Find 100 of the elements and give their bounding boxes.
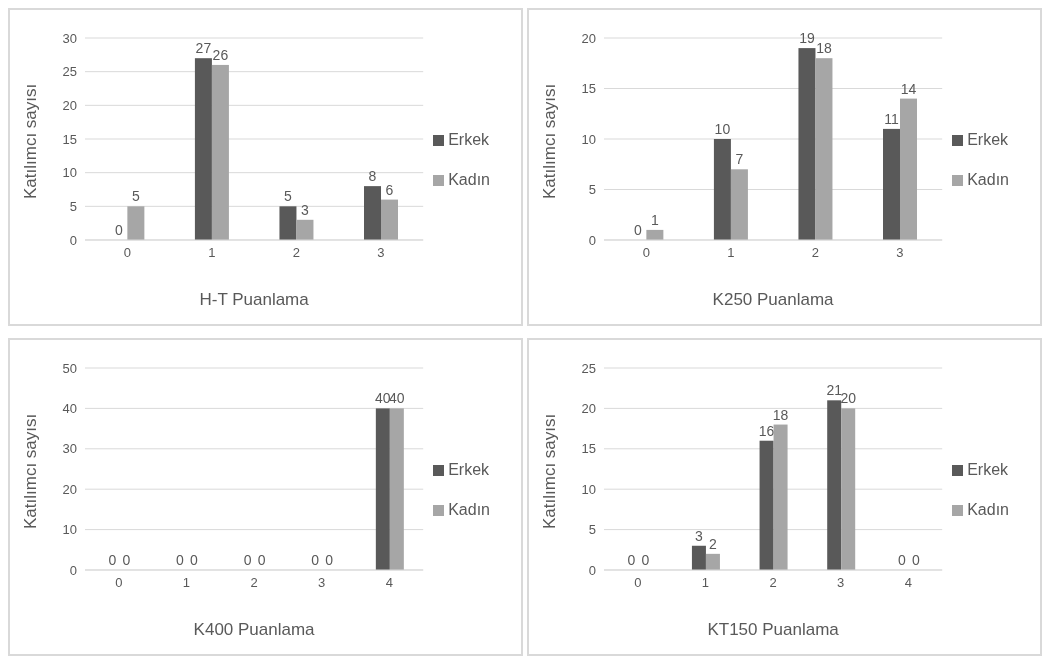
data-label: 16: [758, 422, 775, 439]
x-tick-label: 1: [182, 575, 191, 591]
bar: [773, 424, 788, 570]
legend-label: Kadın: [967, 501, 1009, 518]
data-label: 0: [911, 552, 920, 568]
x-tick-label: 3: [318, 575, 326, 591]
y-tick-label: 20: [62, 481, 77, 497]
bar: [279, 206, 297, 240]
bar: [841, 408, 856, 570]
y-tick-label: 20: [581, 30, 596, 46]
y-tick-label: 50: [62, 360, 77, 376]
bar: [827, 400, 842, 570]
y-tick-label: 25: [62, 64, 77, 80]
x-tick-label: 2: [292, 245, 300, 261]
y-tick-label: 0: [588, 562, 596, 578]
data-label: 0: [176, 552, 185, 568]
data-label: 1: [650, 211, 659, 228]
legend-label: Erkek: [967, 131, 1009, 148]
y-tick-label: 30: [62, 441, 77, 457]
data-label: 0: [114, 222, 123, 238]
data-label: 2: [709, 535, 718, 552]
bar: [211, 64, 229, 240]
y-tick-label: 0: [69, 232, 77, 248]
x-tick-label: 4: [385, 575, 393, 591]
data-label: 5: [284, 188, 293, 205]
x-axis-title: KT150 Puanlama: [707, 620, 840, 639]
x-tick-label: 1: [701, 575, 710, 591]
data-label: 26: [212, 46, 229, 63]
x-tick-label: 0: [115, 575, 123, 591]
x-tick-label: 2: [250, 575, 258, 591]
bar: [759, 440, 774, 570]
data-label: 0: [633, 222, 642, 238]
data-label: 0: [257, 552, 266, 568]
data-label: 40: [389, 390, 405, 407]
legend-label: Kadın: [448, 171, 490, 188]
data-label: 5: [131, 188, 140, 205]
data-label: 0: [325, 552, 334, 568]
data-label: 18: [816, 40, 832, 57]
x-tick-label: 0: [642, 245, 650, 261]
y-tick-label: 5: [69, 198, 77, 214]
y-tick-label: 0: [588, 232, 596, 248]
y-tick-label: 10: [62, 165, 77, 181]
y-tick-label: 0: [69, 562, 77, 578]
y-tick-label: 20: [581, 401, 596, 417]
y-tick-label: 10: [62, 522, 77, 538]
data-label: 8: [368, 168, 377, 185]
data-label: 11: [884, 110, 899, 127]
legend-label: Kadın: [967, 171, 1009, 188]
bar: [730, 169, 748, 240]
data-label: 40: [375, 390, 391, 407]
y-tick-label: 25: [581, 360, 596, 376]
data-label: 14: [900, 80, 917, 97]
data-label: 20: [840, 390, 857, 407]
bar: [705, 553, 720, 570]
y-tick-label: 10: [581, 131, 596, 147]
y-tick-label: 5: [588, 522, 596, 538]
x-axis-title: H-T Puanlama: [199, 290, 310, 309]
y-tick-label: 15: [62, 131, 77, 147]
y-tick-label: 15: [581, 81, 596, 97]
x-tick-label: 3: [896, 245, 904, 261]
bar: [364, 186, 382, 240]
data-label: 27: [195, 40, 212, 57]
bar: [798, 48, 816, 240]
data-label: 6: [385, 181, 394, 198]
y-tick-label: 20: [62, 97, 77, 113]
y-tick-label: 15: [581, 441, 596, 457]
data-label: 7: [735, 151, 744, 168]
data-label: 0: [190, 552, 199, 568]
bar: [815, 58, 833, 240]
legend-label: Kadın: [448, 501, 490, 518]
bar: [194, 58, 212, 240]
data-label: 0: [641, 552, 650, 568]
x-tick-label: 0: [634, 575, 642, 591]
legend-label: Erkek: [448, 461, 490, 478]
x-tick-label: 2: [811, 245, 819, 261]
data-label: 0: [108, 552, 117, 568]
y-tick-label: 5: [588, 182, 596, 198]
data-label: 3: [301, 201, 310, 218]
x-tick-label: 4: [904, 575, 912, 591]
x-tick-label: 3: [837, 575, 845, 591]
x-tick-label: 0: [123, 245, 131, 261]
y-axis-title: Katılımcı sayısı: [21, 413, 41, 529]
bar: [713, 139, 731, 240]
bar: [900, 98, 918, 240]
x-tick-label: 3: [377, 245, 385, 261]
legend-label: Erkek: [967, 461, 1009, 478]
data-label: 19: [799, 30, 815, 47]
data-label: 0: [897, 552, 906, 568]
y-tick-label: 30: [62, 30, 77, 46]
data-label: 3: [695, 527, 704, 544]
x-axis-title: K400 Puanlama: [193, 620, 316, 639]
data-label: 0: [243, 552, 252, 568]
data-label: 0: [122, 552, 131, 568]
y-axis-title: Katılımcı sayısı: [21, 83, 41, 199]
y-axis-title: Katılımcı sayısı: [540, 83, 560, 199]
bar: [127, 206, 145, 240]
data-label: 0: [311, 552, 320, 568]
x-tick-label: 1: [208, 245, 216, 261]
legend-label: Erkek: [448, 131, 490, 148]
data-label: 18: [772, 406, 789, 423]
